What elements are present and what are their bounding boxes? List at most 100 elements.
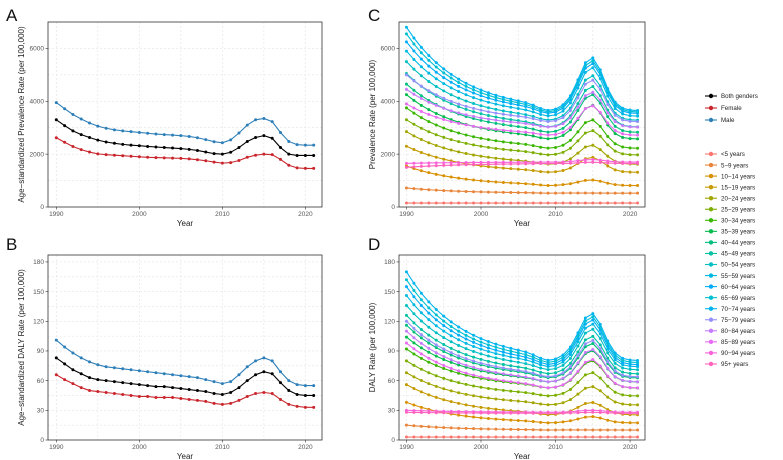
data-point	[449, 389, 453, 393]
y-tick-label: 0	[40, 437, 44, 444]
data-point	[494, 118, 498, 122]
data-point	[628, 367, 632, 371]
data-point	[427, 71, 431, 75]
data-point	[479, 340, 483, 344]
data-point	[591, 385, 595, 389]
data-point	[442, 387, 446, 391]
legend-label: 45−49 years	[721, 251, 755, 258]
data-point	[442, 189, 446, 193]
data-point	[154, 371, 158, 375]
data-point	[576, 350, 580, 354]
data-point	[464, 341, 468, 345]
legend-label: 5−9 years	[721, 162, 748, 169]
data-point	[546, 191, 550, 195]
x-tick-label: 2010	[548, 444, 563, 451]
data-point	[554, 359, 558, 363]
data-point	[464, 81, 468, 85]
data-point	[303, 393, 307, 397]
panel-d: D 1990 2000 2010 2020 0 30 60 90 120 150 180 Year DAL…	[368, 235, 646, 460]
data-point	[494, 190, 498, 194]
data-point	[457, 350, 461, 354]
data-point	[606, 121, 610, 125]
series-45-49-years	[404, 313, 640, 376]
legend-item-30-34-years: 30−34 years	[705, 218, 755, 225]
data-point	[220, 141, 224, 145]
data-point	[554, 119, 558, 123]
data-point	[583, 410, 587, 414]
data-point	[501, 372, 505, 376]
data-point	[449, 320, 453, 324]
data-point	[628, 183, 632, 187]
data-point	[494, 121, 498, 125]
data-point	[412, 49, 416, 53]
data-point	[539, 411, 543, 415]
data-point	[162, 133, 166, 137]
legend-swatch-dot	[708, 162, 714, 168]
data-point	[554, 367, 558, 371]
data-point	[576, 161, 580, 165]
data-point	[539, 162, 543, 166]
data-point	[546, 125, 550, 129]
data-point	[554, 411, 558, 415]
data-point	[419, 319, 423, 323]
data-point	[516, 142, 520, 146]
data-point	[479, 108, 483, 112]
data-point	[442, 347, 446, 351]
data-point	[539, 366, 543, 370]
data-point	[494, 139, 498, 143]
data-point	[434, 374, 438, 378]
data-point	[583, 121, 587, 125]
data-point	[464, 403, 468, 407]
data-point	[509, 118, 513, 122]
data-point	[154, 156, 158, 160]
data-point	[576, 78, 580, 82]
data-point	[501, 104, 505, 108]
data-point	[621, 366, 625, 370]
data-point	[509, 124, 513, 128]
legend-label: 50−54 years	[721, 262, 755, 269]
data-point	[479, 116, 483, 120]
data-point	[104, 365, 108, 369]
data-point	[486, 100, 490, 104]
legend-ages: <5 years 5−9 years 10−14 years 15−19 years 2…	[705, 151, 755, 368]
data-point	[636, 372, 640, 376]
data-point	[404, 323, 408, 327]
data-point	[539, 356, 543, 360]
legend-swatch-dot	[708, 117, 714, 123]
data-point	[472, 373, 476, 377]
data-point	[554, 363, 558, 367]
data-point	[501, 379, 505, 383]
series-20-24-years	[404, 371, 640, 407]
data-point	[539, 370, 543, 374]
legend-label: <5 years	[721, 151, 745, 158]
data-point	[434, 70, 438, 74]
data-point	[419, 333, 423, 337]
data-point	[613, 201, 617, 205]
data-point	[509, 359, 513, 363]
data-point	[583, 201, 587, 205]
data-point	[479, 136, 483, 140]
data-point	[112, 392, 116, 395]
panel-a: A 1990 2000 2010 2020 0 2000 4000 6000 Year Age−st…	[6, 6, 323, 228]
data-point	[606, 181, 610, 185]
data-point	[628, 114, 632, 118]
data-point	[583, 326, 587, 330]
data-point	[524, 101, 528, 105]
data-point	[486, 435, 490, 439]
legend-item-10-14-years: 10−14 years	[705, 173, 755, 180]
data-point	[576, 435, 580, 439]
data-point	[494, 435, 498, 439]
data-point	[427, 325, 431, 329]
data-point	[472, 435, 476, 439]
data-point	[576, 86, 580, 90]
data-point	[583, 373, 587, 377]
data-point	[546, 120, 550, 124]
data-point	[516, 191, 520, 195]
data-point	[54, 136, 58, 140]
data-point	[245, 394, 249, 398]
data-point	[546, 133, 550, 137]
data-point	[524, 130, 528, 134]
data-point	[162, 372, 166, 376]
data-point	[312, 405, 316, 409]
data-point	[531, 360, 535, 364]
